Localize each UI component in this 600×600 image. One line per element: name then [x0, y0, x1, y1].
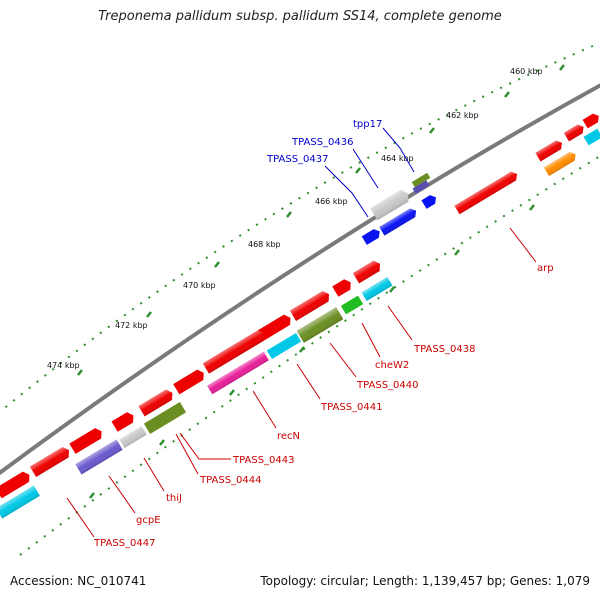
- tick-label-466: 466 kbp: [315, 197, 348, 206]
- gene-TPASS_0440[interactable]: [296, 307, 344, 343]
- gene-TPASS_0444[interactable]: [143, 402, 187, 434]
- tick-label-468: 468 kbp: [248, 240, 281, 249]
- genome-backbone: [0, 83, 600, 476]
- tick-label-462: 462 kbp: [446, 111, 479, 120]
- gene-red-8[interactable]: [111, 410, 136, 432]
- major-ticks: [77, 64, 565, 499]
- gene-tpp17-green[interactable]: [411, 172, 431, 188]
- gene-red-3[interactable]: [289, 289, 332, 321]
- gene-top-2[interactable]: [582, 112, 600, 129]
- gene-thiJ[interactable]: [119, 426, 147, 448]
- label-gcpE[interactable]: gcpE: [136, 515, 161, 526]
- tick-label-472: 472 kbp: [115, 321, 148, 330]
- gene-red-7[interactable]: [138, 388, 175, 417]
- gene-TPASS_0436[interactable]: [370, 188, 411, 221]
- label-TPASS_0444[interactable]: TPASS_0444: [199, 475, 261, 486]
- label-tpp17[interactable]: tpp17: [353, 119, 382, 130]
- accession-text: Accession: NC_010741: [10, 574, 147, 588]
- gene-TPASS_0437[interactable]: [379, 206, 418, 236]
- gene-arp[interactable]: [454, 170, 519, 215]
- gene-blue-left[interactable]: [361, 227, 383, 245]
- label-cheW2[interactable]: cheW2: [375, 360, 409, 371]
- position-scale: 460 kbp 462 kbp 464 kbp 466 kbp 468 kbp …: [47, 67, 543, 370]
- gene-TPASS_0438[interactable]: [361, 276, 393, 302]
- gene-red-5[interactable]: [202, 328, 267, 374]
- label-TPASS_0447[interactable]: TPASS_0447: [93, 538, 155, 549]
- gene-red-11[interactable]: [0, 470, 33, 499]
- gene-TPASS_0441[interactable]: [266, 332, 302, 360]
- map-title: Treponema pallidum subsp. pallidum SS14,…: [98, 9, 502, 24]
- label-arp[interactable]: arp: [537, 263, 554, 274]
- forward-genes-top: [454, 112, 600, 215]
- colored-gene-row: [0, 276, 393, 519]
- tick-label-464: 464 kbp: [381, 154, 414, 163]
- label-TPASS_0443[interactable]: TPASS_0443: [232, 455, 294, 466]
- gene-top-1[interactable]: [563, 123, 586, 142]
- gene-red-4[interactable]: [256, 313, 293, 342]
- gene-gcpE[interactable]: [75, 439, 123, 475]
- gene-red-1[interactable]: [352, 259, 383, 284]
- gene-blue-small[interactable]: [421, 193, 438, 209]
- tick-label-474: 474 kbp: [47, 361, 80, 370]
- tick-label-460: 460 kbp: [510, 67, 543, 76]
- inner-dotted-track: [19, 154, 600, 556]
- outer-dotted-track: [0, 44, 596, 414]
- gene-labels: tpp17 TPASS_0436 TPASS_0437 arp TPASS_04…: [93, 119, 554, 549]
- label-TPASS_0441[interactable]: TPASS_0441: [320, 402, 382, 413]
- gene-red-9[interactable]: [69, 426, 104, 454]
- gene-recN[interactable]: [207, 351, 269, 395]
- gene-cheW2[interactable]: [340, 295, 364, 315]
- tick-label-470: 470 kbp: [183, 281, 216, 290]
- gene-red-10[interactable]: [29, 445, 72, 477]
- gene-red-2[interactable]: [332, 277, 354, 297]
- label-TPASS_0436[interactable]: TPASS_0436: [291, 137, 353, 148]
- genome-stats-text: Topology: circular; Length: 1,139,457 bp…: [260, 574, 590, 588]
- gene-TPASS_0447[interactable]: [0, 485, 40, 519]
- label-TPASS_0438[interactable]: TPASS_0438: [413, 344, 475, 355]
- label-TPASS_0440[interactable]: TPASS_0440: [356, 380, 418, 391]
- gene-tpp17-violet[interactable]: [412, 180, 430, 194]
- gene-red-6[interactable]: [173, 368, 207, 395]
- label-recN[interactable]: recN: [277, 431, 300, 442]
- gene-top-cyan[interactable]: [583, 128, 600, 146]
- gene-top-3[interactable]: [535, 139, 564, 162]
- leader-lines: [66, 127, 537, 538]
- gene-cluster-blue: [361, 172, 438, 245]
- label-TPASS_0437[interactable]: TPASS_0437: [266, 154, 328, 165]
- label-thiJ[interactable]: thiJ: [166, 493, 182, 504]
- gene-orange[interactable]: [543, 150, 578, 177]
- red-gene-row: [0, 259, 383, 499]
